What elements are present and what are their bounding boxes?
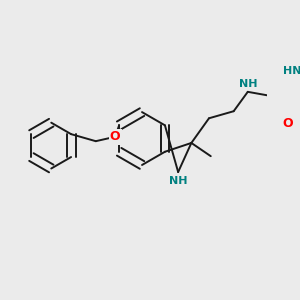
Text: HN: HN	[283, 66, 300, 76]
Text: O: O	[282, 117, 293, 130]
Text: O: O	[110, 130, 121, 143]
Text: NH: NH	[169, 176, 188, 186]
Text: NH: NH	[238, 79, 257, 89]
